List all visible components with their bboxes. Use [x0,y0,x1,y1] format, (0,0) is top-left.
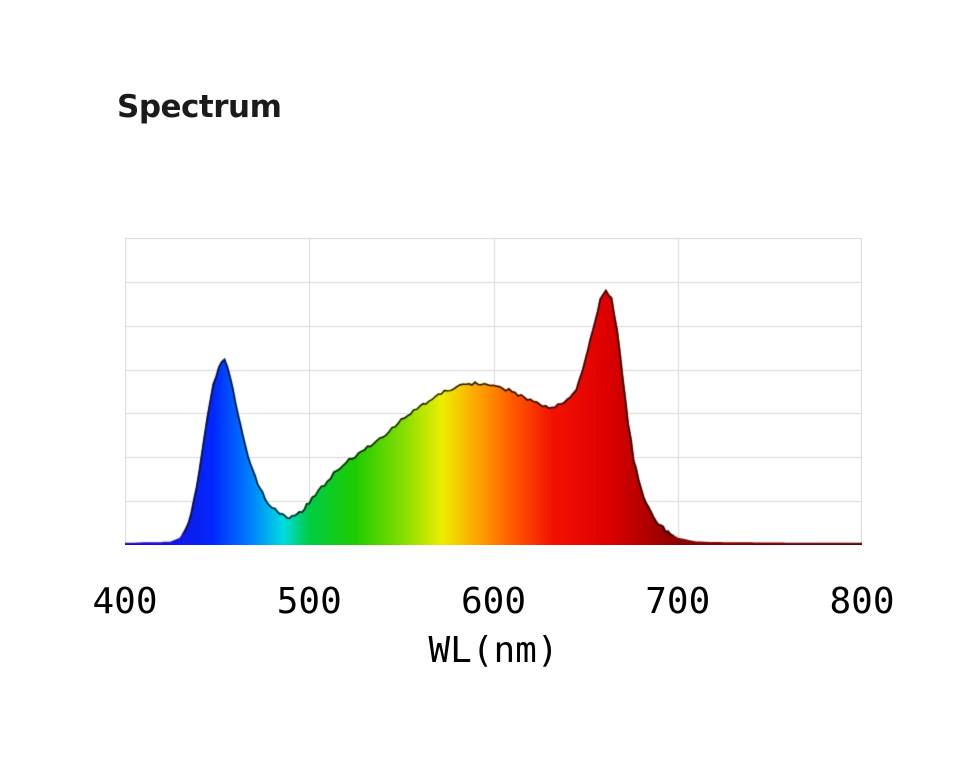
x-axis-label: WL(nm) [428,630,559,671]
x-tick-label: 700 [645,581,711,622]
x-tick-label: 400 [92,581,158,622]
spectrum-plot [125,238,862,545]
chart-title: Spectrum [117,89,282,125]
x-tick-label: 800 [829,581,895,622]
plot-area [125,238,862,545]
x-tick-label: 600 [460,581,527,622]
x-tick-label: 500 [276,581,342,622]
